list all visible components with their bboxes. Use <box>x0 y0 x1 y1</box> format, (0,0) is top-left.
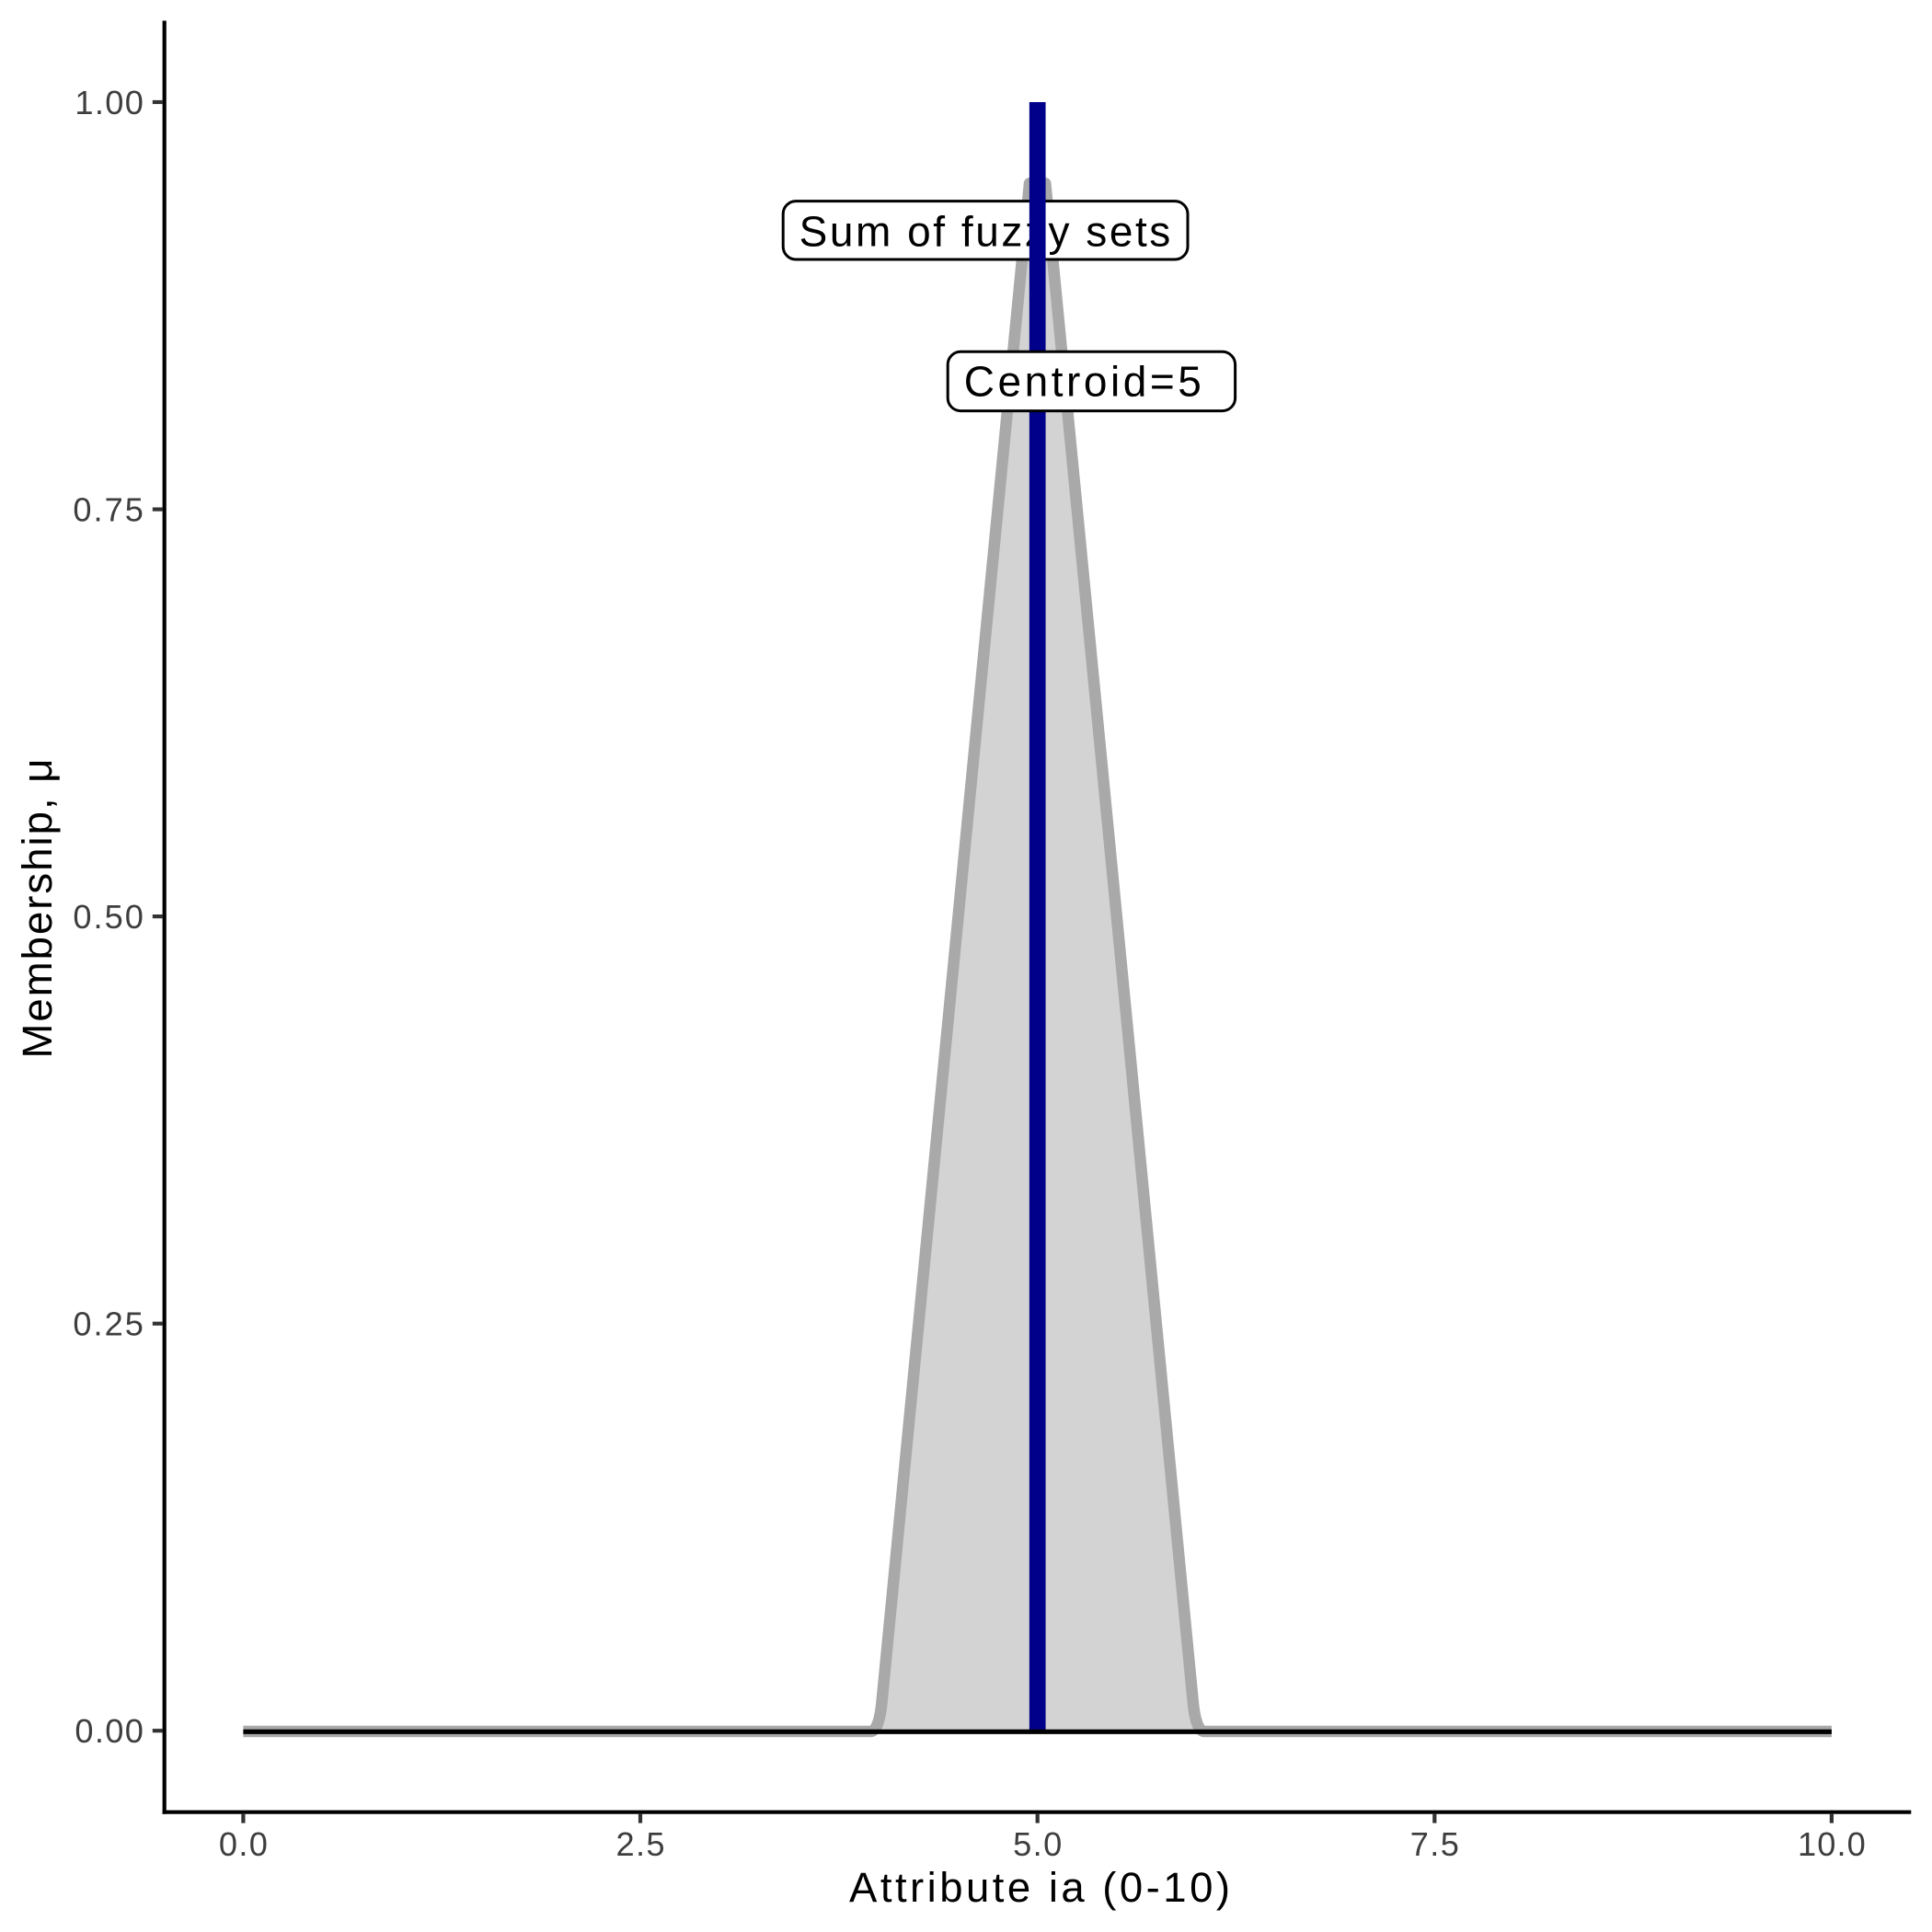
svg-text:1.00: 1.00 <box>75 84 144 121</box>
svg-text:7.5: 7.5 <box>1410 1825 1459 1863</box>
svg-text:0.25: 0.25 <box>73 1305 144 1343</box>
svg-text:0.00: 0.00 <box>75 1712 144 1750</box>
svg-text:2.5: 2.5 <box>615 1825 664 1863</box>
svg-text:0.0: 0.0 <box>219 1825 268 1863</box>
svg-text:Sum of fuzzy sets: Sum of fuzzy sets <box>799 208 1171 256</box>
svg-text:10.0: 10.0 <box>1798 1825 1866 1863</box>
svg-text:0.50: 0.50 <box>73 898 144 936</box>
svg-text:Attribute ia (0-10): Attribute ia (0-10) <box>849 1864 1230 1911</box>
svg-text:0.75: 0.75 <box>73 491 144 529</box>
svg-text:Membership, μ: Membership, μ <box>14 759 61 1059</box>
svg-text:5.0: 5.0 <box>1013 1825 1062 1863</box>
